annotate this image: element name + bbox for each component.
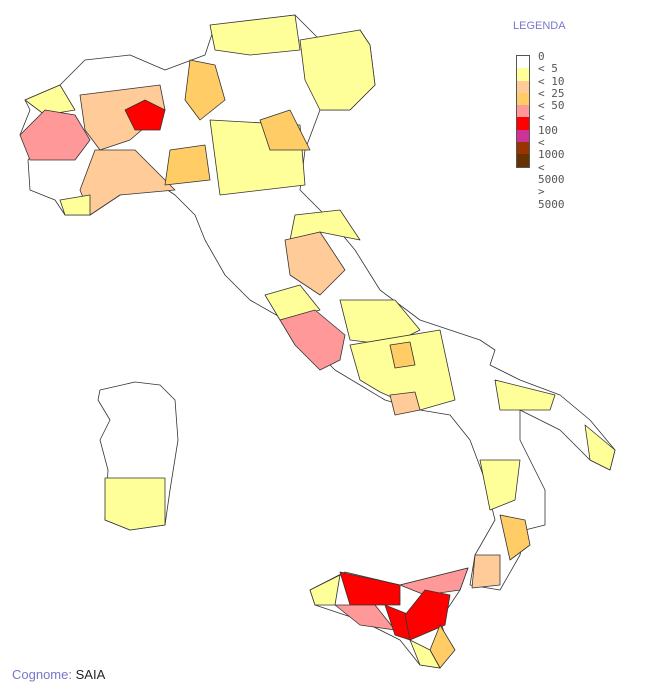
province [19, 109, 91, 161]
province [399, 567, 469, 596]
province [339, 571, 401, 606]
legend-swatch-over-5000 [517, 154, 529, 167]
legend-swatch-5 [517, 68, 529, 81]
province [259, 109, 311, 151]
legend-swatch-0 [517, 56, 529, 69]
province [494, 379, 556, 411]
province [184, 59, 226, 121]
province [299, 29, 376, 111]
province [264, 284, 321, 321]
province [279, 309, 346, 371]
province [24, 84, 76, 116]
legend-swatch-50 [517, 105, 529, 118]
surname-caption: Cognome: SAIA [12, 667, 105, 682]
legend-label: < 1000 [538, 136, 565, 162]
province [164, 144, 211, 186]
province [309, 574, 341, 606]
colored-provinces [19, 14, 616, 669]
legend-title: LEGENDA [513, 20, 566, 32]
province [79, 149, 176, 216]
legend-label: < 10 [538, 74, 565, 88]
legend-swatch-10 [517, 80, 529, 93]
province [584, 424, 616, 471]
province [499, 514, 531, 561]
province [104, 477, 166, 531]
province [284, 231, 346, 296]
province [479, 459, 521, 511]
legend-label: > 5000 [538, 185, 565, 211]
legend-swatches [516, 55, 530, 168]
province [389, 391, 421, 416]
legend-label: < 50 [538, 99, 565, 113]
legend-label: < 5000 [538, 160, 565, 186]
province [471, 554, 501, 589]
province [209, 14, 301, 56]
province [59, 194, 91, 216]
legend-label: 0 [538, 50, 545, 63]
province [409, 639, 441, 669]
legend-label: < 100 [538, 111, 558, 137]
legend-swatch-100 [517, 117, 529, 130]
legend-swatch-5000 [517, 142, 529, 155]
province [389, 341, 416, 369]
legend-swatch-1000 [517, 129, 529, 143]
surname-value: SAIA [75, 667, 106, 682]
province [289, 209, 361, 241]
legend-label: < 25 [538, 86, 565, 100]
province [124, 99, 166, 131]
legend-label: < 5 [538, 62, 558, 76]
surname-label: Cognome: [12, 667, 72, 682]
legend-swatch-25 [517, 92, 529, 106]
